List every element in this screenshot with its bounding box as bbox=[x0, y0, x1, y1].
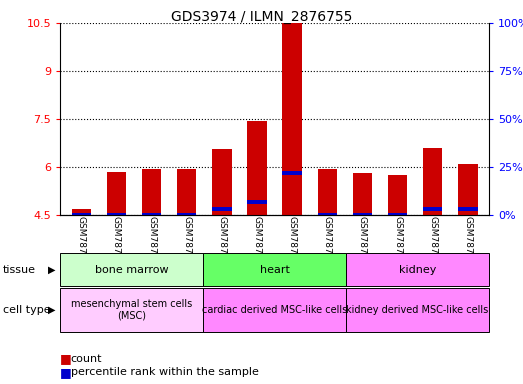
Text: bone marrow: bone marrow bbox=[95, 265, 168, 275]
Bar bbox=[212, 207, 232, 211]
Text: mesenchymal stem cells
(MSC): mesenchymal stem cells (MSC) bbox=[71, 299, 192, 321]
Bar bbox=[423, 148, 442, 215]
Text: ▶: ▶ bbox=[48, 305, 55, 315]
Bar bbox=[177, 169, 196, 215]
Text: cell type: cell type bbox=[3, 305, 50, 315]
Bar bbox=[458, 207, 477, 211]
Bar bbox=[107, 213, 126, 217]
Text: GDS3974 / ILMN_2876755: GDS3974 / ILMN_2876755 bbox=[171, 10, 352, 23]
Bar bbox=[72, 213, 91, 217]
Text: ■: ■ bbox=[60, 353, 72, 366]
Bar bbox=[353, 213, 372, 217]
Bar bbox=[282, 171, 302, 175]
Bar bbox=[142, 213, 161, 217]
Bar bbox=[317, 213, 337, 217]
Bar bbox=[212, 149, 232, 215]
Text: ▶: ▶ bbox=[48, 265, 55, 275]
Text: cardiac derived MSC-like cells: cardiac derived MSC-like cells bbox=[202, 305, 347, 315]
Text: kidney: kidney bbox=[399, 265, 436, 275]
Bar bbox=[388, 175, 407, 215]
Bar bbox=[282, 23, 302, 215]
Text: kidney derived MSC-like cells: kidney derived MSC-like cells bbox=[346, 305, 488, 315]
Text: count: count bbox=[71, 354, 102, 364]
Bar bbox=[317, 169, 337, 215]
Bar bbox=[423, 207, 442, 211]
Bar bbox=[177, 213, 196, 217]
Bar bbox=[247, 121, 267, 215]
Text: ■: ■ bbox=[60, 366, 72, 379]
Bar bbox=[458, 164, 477, 215]
Bar bbox=[353, 173, 372, 215]
Bar bbox=[142, 169, 161, 215]
Text: tissue: tissue bbox=[3, 265, 36, 275]
Text: heart: heart bbox=[259, 265, 290, 275]
Bar bbox=[72, 209, 91, 215]
Bar bbox=[388, 213, 407, 217]
Text: percentile rank within the sample: percentile rank within the sample bbox=[71, 367, 258, 377]
Bar bbox=[107, 172, 126, 215]
Bar bbox=[247, 200, 267, 204]
